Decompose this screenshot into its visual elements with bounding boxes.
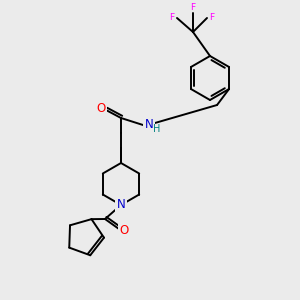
Text: N: N bbox=[145, 118, 153, 130]
Text: N: N bbox=[117, 199, 125, 212]
Text: F: F bbox=[190, 4, 196, 13]
Text: H: H bbox=[153, 124, 161, 134]
Text: F: F bbox=[209, 13, 214, 22]
Text: O: O bbox=[119, 224, 129, 236]
Text: F: F bbox=[169, 13, 175, 22]
Text: O: O bbox=[96, 103, 106, 116]
